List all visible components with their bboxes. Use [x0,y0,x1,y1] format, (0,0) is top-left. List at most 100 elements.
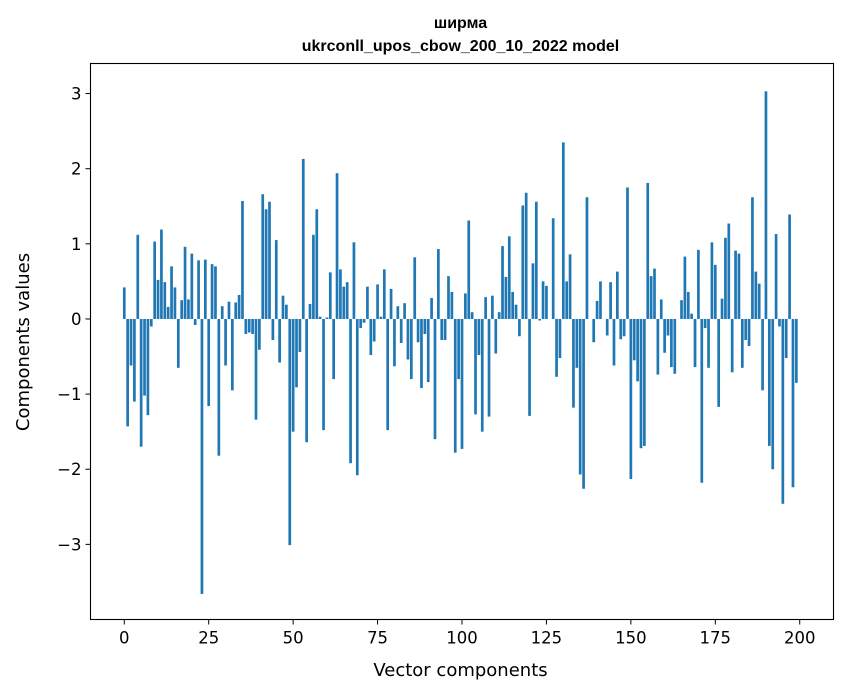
bar [271,318,275,340]
bar [788,214,791,319]
bar [156,279,160,319]
bar [163,282,167,319]
bar [670,318,673,368]
bar [528,318,531,416]
bar [764,91,768,319]
bar [683,256,687,319]
y-tick-label: −3 [57,535,81,554]
bar [379,316,383,319]
bar [372,318,376,342]
bar [690,313,693,319]
bar [730,318,734,373]
bar [342,286,346,319]
bar [686,291,690,319]
bar [352,242,356,319]
bar [166,306,170,319]
bar [504,276,508,319]
bar [703,318,707,328]
bar [700,318,704,483]
bar [264,209,268,319]
bar [639,318,643,449]
y-tick-label: 2 [71,160,82,179]
bar [629,318,633,479]
bar [420,318,423,389]
bar [437,249,440,319]
bar [487,318,491,417]
bar [362,318,366,323]
bar [251,318,254,334]
bar [632,318,636,361]
y-tick-label: 1 [71,235,82,254]
bar [477,318,481,356]
bar [122,287,126,319]
y-axis-label: Components values [13,253,34,431]
bar [494,318,498,354]
bar [592,318,596,343]
bar [534,201,538,319]
bar [322,318,325,431]
bar [298,318,302,353]
bar [710,242,714,319]
bar [713,264,717,319]
bar [616,271,619,319]
bar [744,318,748,340]
bar [595,300,599,319]
bar [285,304,288,319]
bar [241,201,244,319]
bar [332,318,336,380]
bar [778,318,781,327]
bar [345,282,349,319]
bar [740,318,744,368]
bar [328,272,332,319]
bar [355,318,359,476]
bar [724,237,727,319]
bar [612,318,616,366]
bar [747,318,751,347]
bar [707,318,710,368]
bar [139,318,143,447]
bar [453,318,457,453]
bar [447,276,450,319]
bar [200,318,204,594]
y-tick-label: 0 [71,310,82,329]
bar [568,254,572,319]
bar [416,318,420,343]
bar [386,318,390,431]
x-tick-label: 0 [119,629,130,648]
bar [143,318,146,396]
bar [649,276,653,319]
bar [511,291,515,319]
bar [734,250,737,319]
bar [538,318,542,321]
bar [450,291,454,319]
bar [555,318,558,377]
bar [133,318,136,402]
bar [582,318,585,489]
bar [413,257,417,319]
bar [636,318,639,382]
bar [697,249,700,319]
bar [545,285,548,319]
bar [599,281,602,319]
bar [440,318,444,340]
bar [197,260,200,319]
bar [497,312,501,319]
bar [474,318,477,415]
bar [521,205,525,319]
bar [160,229,163,319]
bar [312,234,315,319]
bar [278,318,281,363]
x-axis-ticks: 0 25 50 75 100 125 150 175 200 [119,619,815,648]
bar [484,297,487,319]
x-tick-label: 50 [283,629,304,648]
bar [524,192,528,319]
bar [784,318,788,359]
bar [187,299,190,319]
x-tick-label: 100 [446,629,478,648]
bar [795,318,798,383]
y-tick-label: −1 [57,385,81,404]
bar [673,318,677,374]
bar [288,318,292,546]
bar [153,241,157,319]
bar [727,223,731,319]
